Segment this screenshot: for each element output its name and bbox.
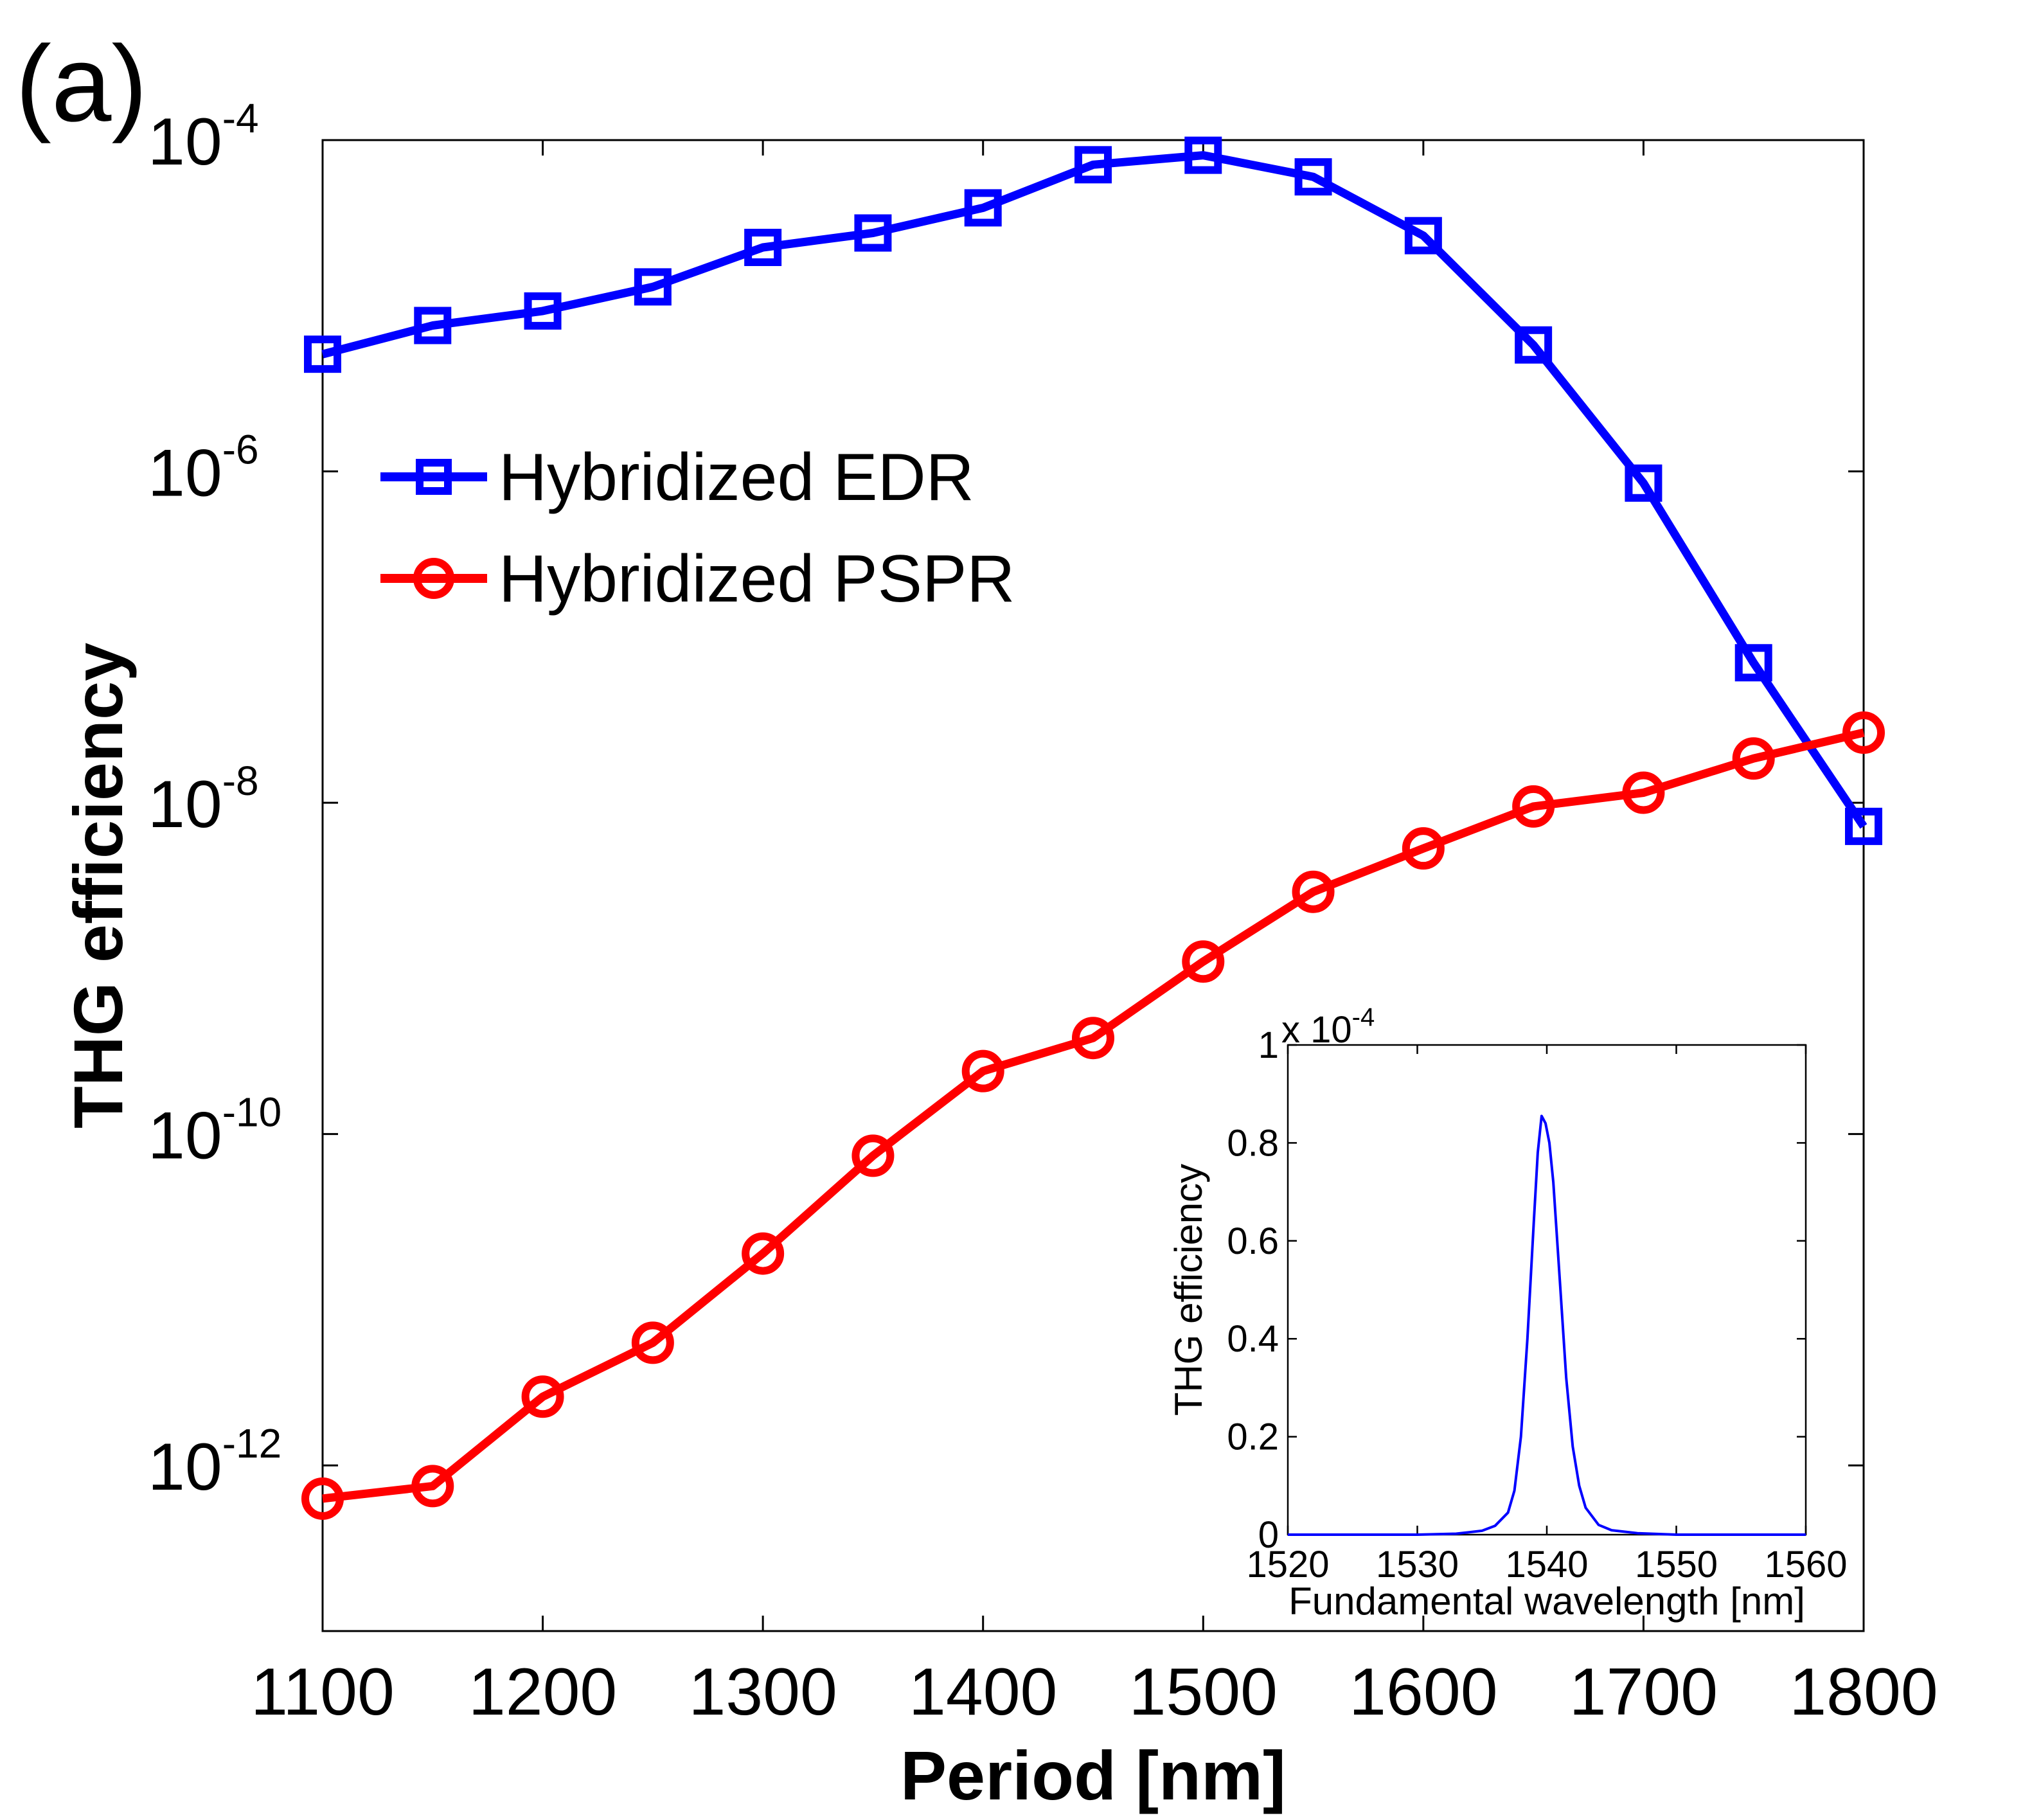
main-y-tick-base: 10 [148,1430,222,1504]
series-edr-marker [744,228,782,266]
series-pspr-marker [521,1375,564,1418]
main-y-tick-exponent: -4 [222,95,259,141]
inset-multiplier-exponent: -4 [1352,1003,1375,1031]
series-edr-marker [414,307,452,344]
inset-plot-frame [1287,1044,1807,1536]
main-x-tick-label: 1100 [251,1655,395,1729]
series-pspr-marker [1402,827,1445,870]
series-pspr-marker [301,1477,344,1520]
main-x-tick-label: 1400 [909,1655,1057,1729]
inset-y-tick-labels: 0 0.2 0.4 0.6 0.8 1 [1227,1024,1279,1556]
inset-y-axis-title: THG efficiency [1167,1164,1210,1416]
series-pspr-marker [1512,785,1555,828]
series-pspr-line [322,728,1865,1503]
series-pspr-marker [742,1232,785,1275]
inset-y-tick-label: 0 [1258,1514,1279,1556]
inset-x-tick-label: 1550 [1635,1544,1718,1585]
main-y-axis-title: THG efficiency [59,643,137,1129]
series-pspr-marker [1622,771,1665,814]
series-pspr-marker [1732,737,1775,780]
main-plot-frame [321,139,1865,1632]
inset-y-tick-label: 1 [1258,1024,1279,1066]
inset-multiplier-base: x 10 [1281,1009,1352,1051]
series-edr-marker [1845,807,1882,845]
inset-x-tick-labels: 1520 1530 1540 1550 1560 [1246,1544,1847,1585]
inset-plot: 1520 1530 1540 1550 1560 0 0.2 0.4 0.6 0.8 1 x 10… [1167,1003,1848,1623]
main-series-layer [301,136,1885,1520]
main-y-tick-exponent: -6 [222,427,259,473]
main-y-tick-base: 10 [148,436,222,511]
inset-x-tick-label: 1520 [1246,1544,1329,1585]
main-y-tick-exponent: -10 [222,1089,282,1136]
main-y-tick-base: 10 [148,1099,222,1173]
legend-edr-marker [416,459,452,495]
main-y-tick-label: 10-12 [148,1420,281,1504]
main-x-tick-label: 1200 [468,1655,617,1729]
inset-series-layer [1288,1114,1806,1536]
main-y-tick-base: 10 [148,105,222,179]
main-y-tick-label: 10-4 [148,95,259,179]
series-edr-marker [1184,136,1222,174]
inset-y-tick-label: 0.6 [1227,1220,1279,1262]
series-pspr-marker [961,1049,1004,1093]
inset-spectrum-line [1288,1114,1806,1536]
inset-x-tick-label: 1540 [1505,1544,1588,1585]
main-x-tick-labels: 1100 1200 1300 1400 1500 1600 1700 1800 [251,1655,1938,1729]
main-y-tick-label: 10-8 [148,758,259,842]
series-edr-marker [1625,464,1662,502]
inset-y-tick-label: 0.8 [1227,1122,1279,1164]
series-pspr-marker [1072,1017,1114,1060]
series-edr-marker [304,335,341,373]
legend-pspr-marker [413,558,454,599]
series-pspr-marker [411,1465,454,1508]
main-x-tick-label: 1700 [1569,1655,1718,1729]
series-edr-marker [1294,158,1332,196]
main-y-tick-base: 10 [148,767,222,842]
series-pspr-marker [1292,870,1335,913]
series-edr-marker [1515,326,1553,364]
series-edr-line [321,151,1867,829]
main-y-tick-label: 10-10 [148,1089,281,1173]
inset-y-tick-label: 0.2 [1227,1416,1279,1458]
main-x-tick-label: 1500 [1129,1655,1278,1729]
main-y-tick-label: 10-6 [148,427,259,511]
series-pspr-marker [1842,711,1885,754]
main-y-tick-exponent: -12 [222,1420,282,1467]
series-pspr-marker [631,1321,674,1364]
legend-edr-label: Hybridized EDR [499,440,974,515]
legend: Hybridized EDR Hybridized PSPR [380,440,1015,616]
series-edr-marker [1734,644,1772,682]
main-y-tick-exponent: -8 [222,758,259,804]
inset-x-axis-title: Fundamental wavelength [nm] [1288,1580,1805,1623]
legend-pspr-label: Hybridized PSPR [499,542,1015,616]
inset-x-tick-label: 1530 [1376,1544,1459,1585]
main-x-tick-label: 1600 [1349,1655,1497,1729]
main-x-tick-label: 1800 [1789,1655,1938,1729]
series-edr-marker [634,268,672,306]
panel-label: (a) [15,23,147,144]
series-pspr-marker [1182,940,1225,983]
series-edr-marker [524,292,562,330]
inset-x-tick-label: 1560 [1764,1544,1847,1585]
series-edr-marker [854,214,892,252]
series-edr-marker [1074,146,1112,184]
main-x-axis-title: Period [nm] [900,1736,1286,1814]
series-pspr-marker [851,1134,895,1177]
inset-multiplier: x 10-4 [1281,1003,1375,1051]
series-edr-marker [1404,217,1442,254]
inset-y-tick-label: 0.4 [1227,1318,1279,1360]
series-edr-marker [964,189,1002,227]
main-x-tick-label: 1300 [688,1655,837,1729]
